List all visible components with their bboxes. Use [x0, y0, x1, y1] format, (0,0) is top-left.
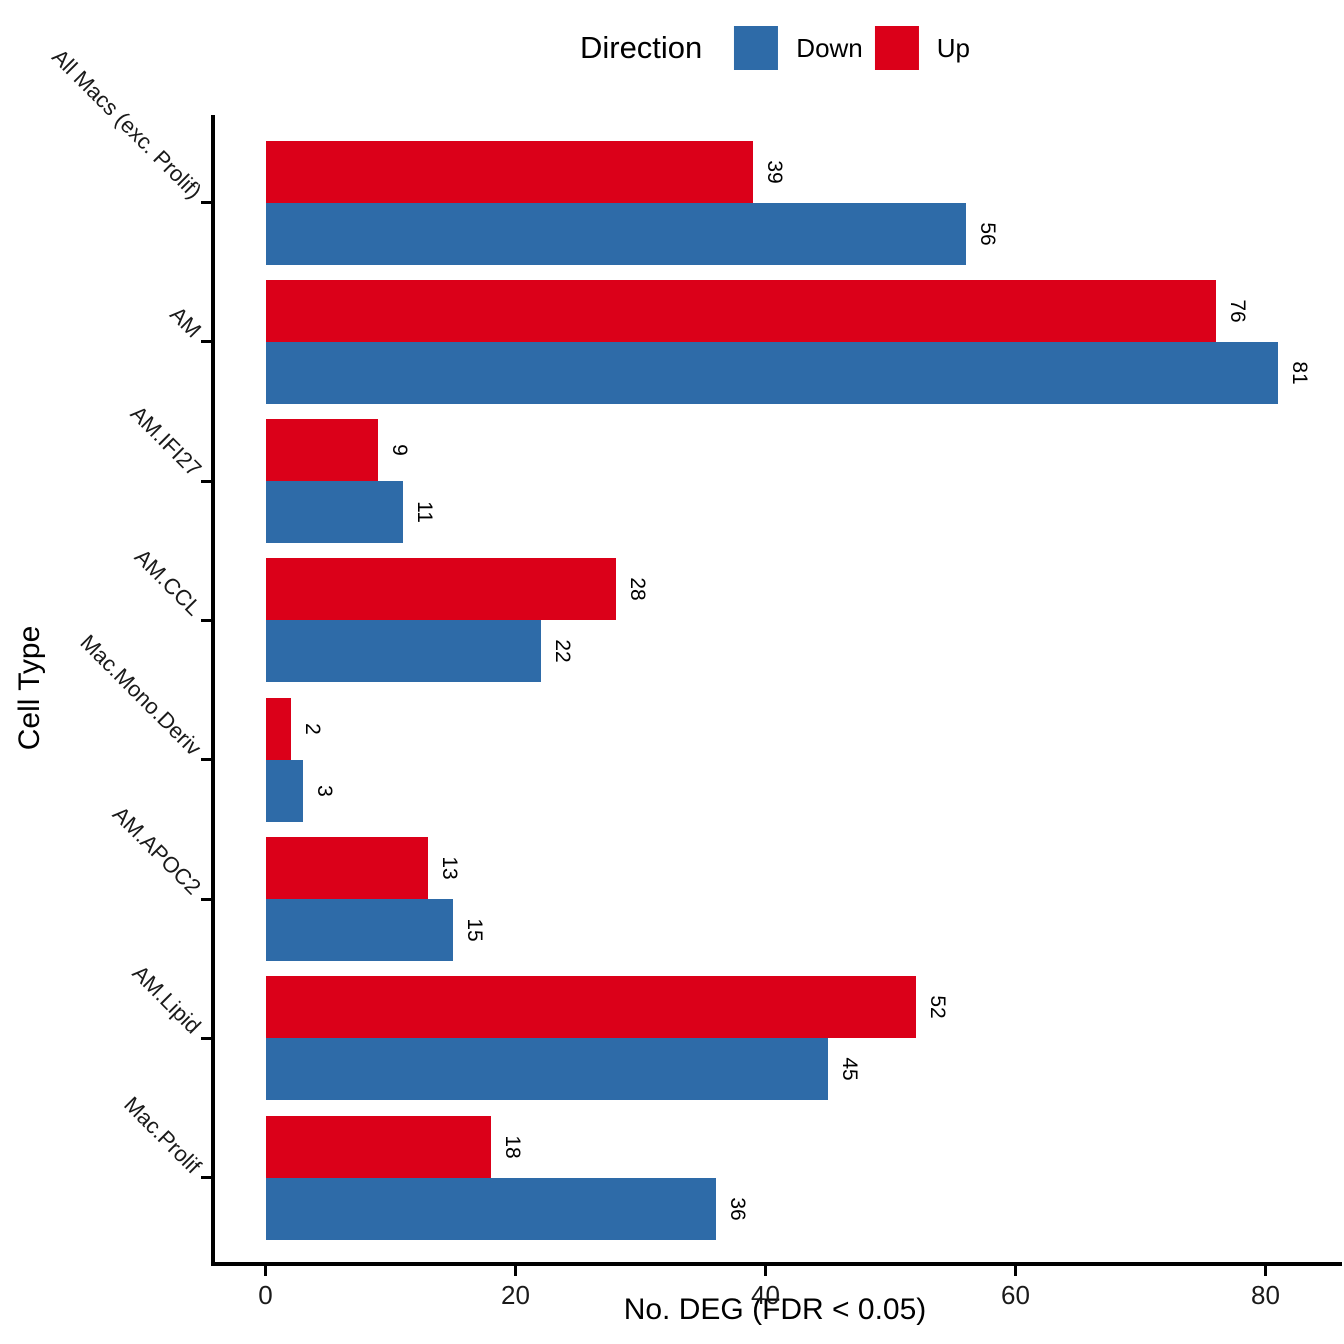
- x-tick-mark: [1014, 1266, 1017, 1276]
- bar-down: [265, 899, 453, 961]
- y-axis-line: [211, 115, 215, 1266]
- legend-swatch-up-icon: [874, 26, 919, 70]
- legend: Direction Down Up: [580, 26, 970, 70]
- bar-up: [265, 697, 291, 760]
- y-tick-mark: [201, 897, 211, 901]
- bar-value-label: 36: [725, 1196, 749, 1221]
- bar-down: [265, 1177, 716, 1240]
- y-tick-label: AM.APOC2: [108, 801, 207, 900]
- bar-down: [265, 341, 1278, 404]
- x-tick-label: 80: [1251, 1280, 1280, 1310]
- bar-up: [265, 1115, 491, 1178]
- bar-value-label: 3: [313, 784, 336, 797]
- legend-label-up: Up: [936, 32, 971, 63]
- y-tick-label: Mac.Mono.Deriv: [75, 629, 207, 761]
- legend-label-down: Down: [796, 32, 863, 63]
- x-axis-line: [211, 1262, 1342, 1266]
- x-tick-label: 60: [1001, 1280, 1030, 1310]
- y-tick-label: AM: [165, 301, 207, 343]
- x-tick-mark: [764, 1266, 767, 1276]
- y-tick-label: AM.CCL: [129, 544, 207, 621]
- y-tick-mark: [201, 479, 211, 483]
- bar-value-label: 81: [1288, 361, 1311, 385]
- bar-value-label: 56: [975, 221, 999, 246]
- bar-value-label: 2: [300, 722, 324, 735]
- x-axis-title: No. DEG (FDR < 0.05): [623, 1293, 927, 1326]
- bar-down: [265, 759, 303, 822]
- bar-value-label: 39: [763, 159, 786, 184]
- legend-item-up: Up: [874, 26, 971, 70]
- y-tick-mark: [201, 618, 211, 622]
- legend-item-down: Down: [734, 26, 863, 70]
- bar-up: [265, 837, 428, 899]
- bar-value-label: 13: [438, 856, 461, 880]
- bar-up: [265, 140, 753, 203]
- bar-value-label: 45: [838, 1057, 861, 1081]
- y-tick-mark: [201, 201, 211, 204]
- x-tick-label: 20: [501, 1280, 530, 1310]
- bar-down: [265, 202, 966, 265]
- bar-down: [265, 620, 541, 683]
- bar-value-label: 18: [500, 1134, 524, 1159]
- bar-up: [265, 976, 916, 1039]
- x-tick-mark: [1264, 1266, 1267, 1276]
- bar-up: [265, 558, 616, 621]
- bar-up: [265, 279, 1216, 342]
- y-tick-label: Mac.Prolif: [119, 1091, 207, 1179]
- bar-value-label: 9: [388, 444, 411, 456]
- y-tick-mark: [201, 1036, 211, 1040]
- y-tick-label: AM.Lipid: [127, 960, 207, 1039]
- y-tick-mark: [201, 758, 211, 762]
- y-tick-mark: [201, 1176, 211, 1180]
- bar-value-label: 11: [413, 501, 436, 523]
- legend-swatch-down-icon: [734, 26, 779, 70]
- x-tick-label: 40: [751, 1280, 780, 1310]
- x-tick-mark: [264, 1266, 267, 1276]
- legend-title: Direction: [579, 30, 703, 65]
- bar-value-label: 52: [925, 995, 949, 1019]
- bar-value-label: 22: [550, 639, 574, 664]
- x-tick-mark: [514, 1266, 517, 1276]
- bar-value-label: 28: [625, 577, 649, 602]
- y-tick-label: AM.IFI27: [125, 400, 207, 482]
- y-tick-mark: [201, 340, 211, 344]
- x-tick-label: 0: [258, 1280, 273, 1310]
- bar-down: [265, 481, 403, 544]
- bar-value-label: 15: [463, 918, 486, 942]
- bar-down: [265, 1038, 828, 1101]
- bar-value-label: 76: [1225, 299, 1249, 323]
- bar-up: [265, 419, 378, 482]
- y-tick-label: All Macs (exc. Prolif): [46, 43, 207, 203]
